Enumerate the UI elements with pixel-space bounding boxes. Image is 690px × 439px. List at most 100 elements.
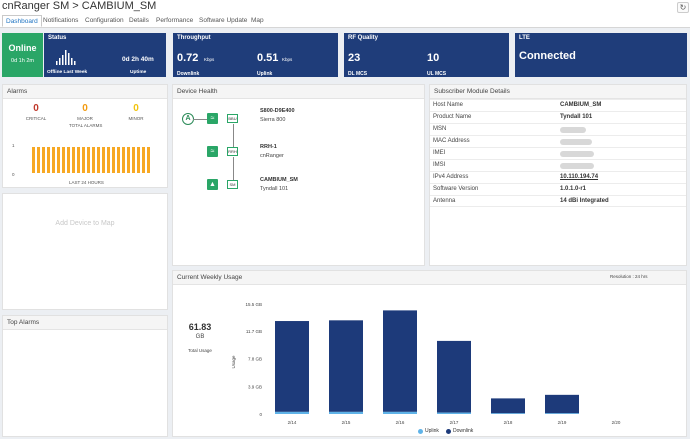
detail-row-imei: IMEI [430, 147, 686, 159]
alarms-title: Alarms [3, 85, 167, 99]
offline-signal-icon [56, 50, 76, 65]
downlink-label: Downlink [177, 71, 200, 77]
uplink-label: Uplink [257, 71, 273, 77]
top-alarms-panel: Top Alarms [2, 315, 168, 437]
x-tick-label: 2/20 [612, 420, 621, 425]
ipv4-link[interactable]: 10.110.194.74 [560, 174, 599, 180]
detail-row-ipv4: IPv4 Address 10.110.194.74 [430, 171, 686, 183]
alarm-hour-bar [87, 147, 90, 173]
alarm-hour-bar [102, 147, 105, 173]
ul-mcs-value: 10 [427, 52, 440, 64]
rrh-name: RRH-1 [260, 144, 277, 150]
sm-name: CAMBIUM_SM [260, 177, 298, 183]
antenna-link [193, 119, 209, 120]
alarm-hour-bar [52, 147, 55, 173]
y-tick-label: 11.7 GB [246, 329, 262, 334]
uplink-unit: Kbps [282, 57, 293, 62]
online-since: 0d 1h 2m [11, 58, 34, 64]
rf-quality-title: RF Quality [348, 35, 379, 41]
y-tick-label: 15.5 GB [245, 302, 262, 307]
uptime-label: Uptime [130, 70, 147, 75]
map-panel[interactable]: Add Device to Map [2, 193, 168, 310]
dl-mcs-value: 23 [348, 52, 361, 64]
rrh-box[interactable]: RRH [227, 147, 238, 156]
tab-notifications[interactable]: Notifications [43, 17, 79, 24]
total-usage-value: 61.83 [188, 322, 212, 332]
total-alarms-label: TOTAL ALARMS [69, 123, 103, 128]
bbu-model: Sierra 800 [260, 117, 286, 123]
redacted-value [560, 163, 594, 169]
tab-details[interactable]: Details [129, 17, 149, 24]
bbu-wifi-icon: ≈ [207, 113, 218, 124]
status-tile: Status Offline Last Week 0d 2h 40m Uptim… [44, 33, 166, 77]
rf-quality-tile: RF Quality 23 DL MCS 10 UL MCS [344, 33, 509, 77]
tab-dashboard[interactable]: Dashboard [2, 15, 42, 27]
detail-row-software: Software Version 1.0.1.0-r1 [430, 183, 686, 195]
downlink-bar[interactable] [383, 310, 417, 412]
tab-performance[interactable]: Performance [156, 17, 194, 24]
alarm-hour-bar [82, 147, 85, 173]
refresh-button[interactable]: ↻ [677, 2, 689, 13]
downlink-value: 0.72 [177, 52, 199, 64]
detail-key: IPv4 Address [433, 174, 469, 180]
uplink-bar[interactable] [545, 413, 579, 414]
alarm-hour-bar [67, 147, 70, 173]
detail-row-imsi: IMSI [430, 159, 686, 171]
uplink-bar[interactable] [437, 412, 471, 414]
detail-key: Product Name [433, 114, 472, 120]
uplink-bar[interactable] [275, 411, 309, 414]
sm-subscriber-icon: ▲ [207, 179, 218, 190]
downlink-bar[interactable] [275, 321, 309, 412]
tab-bar: Dashboard Notifications Configuration De… [0, 14, 690, 28]
throughput-title: Throughput [177, 35, 211, 41]
legend-downlink[interactable]: Downlink [453, 428, 474, 434]
alarm-hour-bar [107, 147, 110, 173]
critical-label: CRITICAL [25, 116, 47, 121]
uplink-bar[interactable] [491, 413, 525, 414]
legend-uplink[interactable]: Uplink [425, 428, 439, 434]
subscriber-details-title: Subscriber Module Details [430, 85, 686, 99]
detail-key: MSN [433, 126, 447, 132]
bbu-box[interactable]: BBU [227, 114, 238, 123]
detail-value: 14 dBi Integrated [560, 198, 609, 204]
detail-key: Antenna [433, 198, 456, 204]
detail-row-msn: MSN [430, 123, 686, 135]
top-alarms-title: Top Alarms [3, 316, 167, 330]
offline-label: Offline Last Week [47, 70, 88, 75]
downlink-bar[interactable] [545, 394, 579, 414]
major-label: MAJOR [77, 116, 93, 121]
detail-value: CAMBIUM_SM [560, 102, 602, 108]
alarm-axis-bottom: 0 [12, 172, 15, 177]
alarm-hour-bar [42, 147, 45, 173]
alarm-hour-bar [127, 147, 130, 173]
sm-model: Tyndall 101 [260, 186, 289, 192]
downlink-bar[interactable] [329, 320, 363, 412]
x-tick-label: 2/14 [288, 420, 297, 425]
alarm-hour-bar [62, 147, 65, 173]
top-bar: cnRanger SM > CAMBIUM_SM ↻ [0, 0, 690, 14]
alarm-hour-bar [77, 147, 80, 173]
redacted-value [560, 127, 586, 133]
minor-label: MINOR [128, 116, 144, 121]
downlink-bar[interactable] [491, 398, 525, 414]
alarm-axis-top: 1 [12, 143, 15, 148]
tab-configuration[interactable]: Configuration [85, 17, 124, 24]
detail-key: Software Version [433, 186, 479, 192]
critical-count: 0 [33, 103, 39, 114]
alarm-hour-bar [72, 147, 75, 173]
downlink-bar[interactable] [437, 340, 471, 413]
lte-tile: LTE Connected [515, 33, 687, 77]
sm-box[interactable]: SM [227, 180, 238, 189]
tab-software-update[interactable]: Software Update [199, 17, 248, 24]
detail-key: IMEI [433, 150, 446, 156]
x-tick-label: 2/17 [450, 420, 459, 425]
add-device-to-map[interactable]: Add Device to Map [55, 220, 115, 227]
device-health-title: Device Health [173, 85, 424, 99]
tab-map[interactable]: Map [251, 17, 264, 24]
alarm-hour-bar [47, 147, 50, 173]
minor-count: 0 [133, 103, 139, 114]
uplink-bar[interactable] [383, 411, 417, 414]
detail-value: Tyndall 101 [560, 114, 593, 120]
uplink-bar[interactable] [329, 411, 363, 414]
lte-title: LTE [519, 35, 530, 41]
